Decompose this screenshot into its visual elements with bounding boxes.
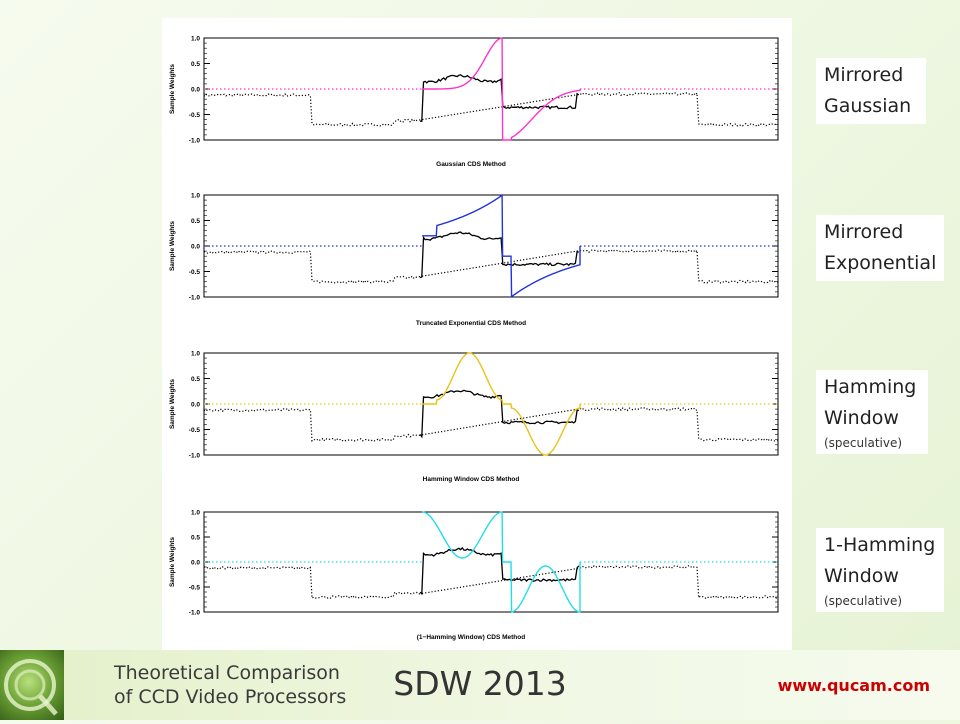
- y-tick-label: -1.0: [189, 138, 201, 145]
- y-tick-label: 0.5: [191, 61, 200, 68]
- label-line2: Window: [824, 565, 899, 587]
- y-tick-label: 0.5: [191, 218, 200, 225]
- y-tick-label: -1.0: [189, 453, 201, 460]
- y-tick-label: 1.0: [191, 351, 200, 358]
- label-note: (speculative): [824, 436, 903, 450]
- plot-frame: [203, 194, 779, 298]
- y-tick-label: 1.0: [191, 510, 200, 517]
- weight-curve: [422, 194, 581, 298]
- y-tick-label: -0.5: [189, 585, 201, 592]
- footer-url-link[interactable]: www.qucam.com: [777, 676, 930, 695]
- video-waveform-dotted: [203, 565, 779, 600]
- y-tick-label: 0.5: [191, 376, 200, 383]
- video-waveform: [420, 74, 580, 122]
- y-tick-label: 0.5: [191, 535, 200, 542]
- plot-frame: [203, 511, 779, 613]
- y-axis-label: Sample Weights: [169, 64, 176, 114]
- label-mirrored-exponential: Mirrored Exponential: [816, 215, 944, 281]
- label-one-minus-hamming-window: 1-Hamming Window (speculative): [816, 528, 944, 612]
- y-tick-label: -1.0: [189, 295, 201, 302]
- logo-icon: [0, 650, 64, 720]
- label-mirrored-gaussian: Mirrored Gaussian: [816, 58, 926, 124]
- plot-frame: [203, 37, 779, 141]
- y-tick-label: -0.5: [189, 427, 201, 434]
- chart-title: Gaussian CDS Method: [436, 161, 506, 168]
- footer-title-line2: of CCD Video Processors: [114, 686, 347, 708]
- chart-title: Hamming Window CDS Method: [423, 476, 520, 483]
- y-tick-label: 0.0: [191, 560, 200, 567]
- y-axis-label: Sample Weights: [169, 379, 176, 429]
- label-note: (speculative): [824, 594, 903, 608]
- label-line1: Mirrored: [824, 221, 904, 243]
- chart-title: (1−Hamming Window) CDS Method: [417, 634, 525, 641]
- label-line2: Exponential: [824, 252, 937, 274]
- y-tick-label: 1.0: [191, 36, 200, 43]
- y-axis-label: Sample Weights: [169, 537, 176, 587]
- chart-title: Truncated Exponential CDS Method: [416, 320, 526, 327]
- label-line1: Hamming: [824, 376, 917, 398]
- footer-title: Theoretical Comparison of CCD Video Proc…: [114, 661, 346, 709]
- label-line1: Mirrored: [824, 64, 904, 86]
- y-tick-label: -0.5: [189, 269, 201, 276]
- y-axis-label: Sample Weights: [169, 221, 176, 271]
- weight-curve: [422, 352, 581, 456]
- weight-curve: [422, 37, 581, 141]
- y-tick-label: 0.0: [191, 87, 200, 94]
- footer-title-line1: Theoretical Comparison: [114, 662, 340, 684]
- label-line1: 1-Hamming: [824, 534, 936, 556]
- video-waveform: [419, 389, 579, 439]
- video-waveform-dotted: [203, 91, 779, 127]
- plot-frame: [203, 352, 779, 456]
- label-hamming-window: Hamming Window (speculative): [816, 370, 928, 454]
- video-waveform: [419, 546, 580, 596]
- y-tick-label: -1.0: [189, 610, 201, 617]
- cds-charts: 1.0 0.5 0.0 -0.5 -1.0 Sample Weights Gaussian …: [169, 36, 779, 641]
- video-waveform: [419, 231, 580, 279]
- video-waveform-dotted: [203, 407, 779, 442]
- y-tick-label: -0.5: [189, 112, 201, 119]
- label-line2: Gaussian: [824, 95, 912, 117]
- weight-curve: [422, 511, 581, 613]
- figure-panel: 1.0 0.5 0.0 -0.5 -1.0 Sample Weights Gaussian …: [162, 18, 792, 650]
- label-line2: Window: [824, 407, 899, 429]
- y-tick-label: 1.0: [191, 193, 200, 200]
- footer-bar: [0, 650, 960, 720]
- video-waveform-dotted: [203, 248, 779, 284]
- y-tick-label: 0.0: [191, 244, 200, 251]
- y-tick-label: 0.0: [191, 402, 200, 409]
- footer-event: SDW 2013: [393, 664, 567, 703]
